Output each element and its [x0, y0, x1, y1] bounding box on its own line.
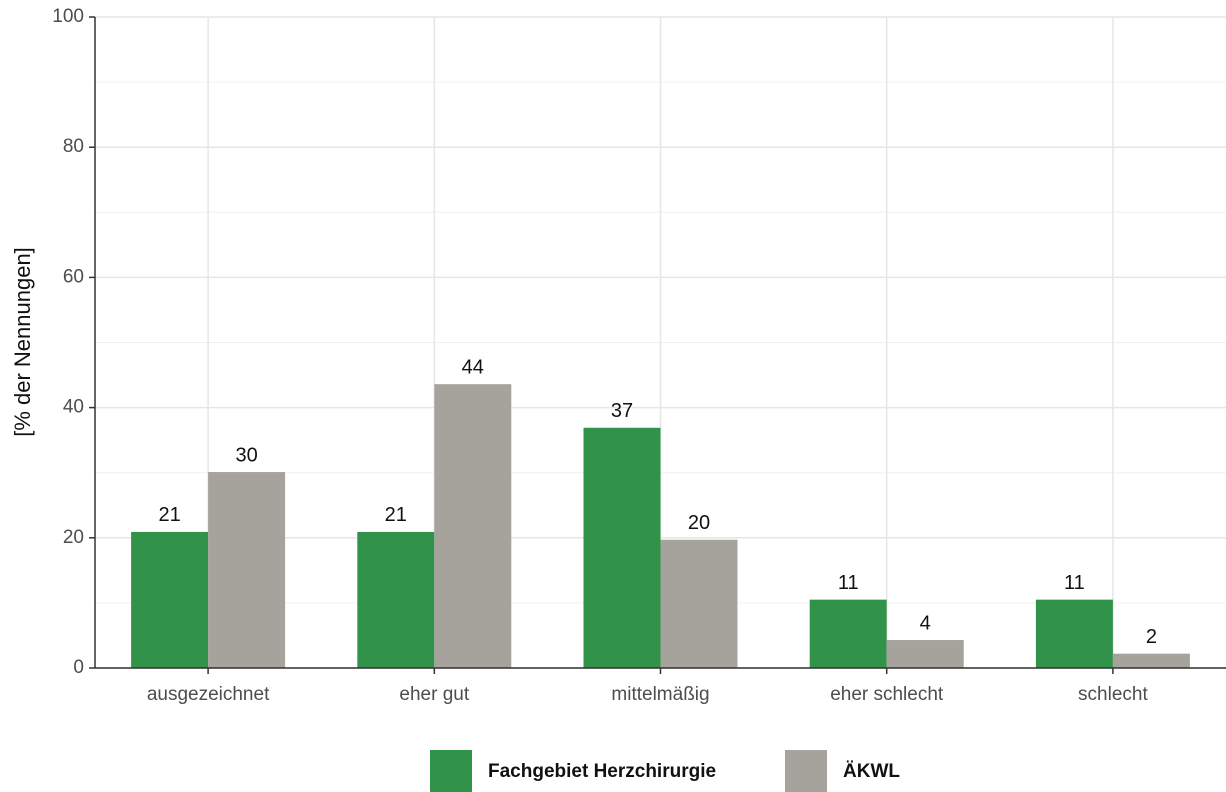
value-label: 11	[838, 572, 859, 594]
legend-swatch	[430, 750, 472, 792]
legend-label: Fachgebiet Herzchirurgie	[488, 761, 716, 782]
value-label: 20	[688, 512, 710, 534]
bar	[131, 531, 209, 668]
y-tick-label: 0	[73, 657, 84, 678]
bar	[434, 384, 512, 668]
y-tick-label: 80	[63, 136, 84, 157]
y-axis-label: [% der Nennungen]	[10, 247, 35, 437]
x-tick-label: ausgezeichnet	[147, 684, 270, 705]
legend-swatch	[785, 750, 827, 792]
value-label: 21	[158, 504, 180, 526]
value-label: 4	[920, 612, 931, 634]
y-tick-label: 20	[63, 527, 84, 548]
bar	[583, 427, 661, 668]
bar	[357, 531, 435, 668]
value-label: 37	[611, 400, 633, 422]
value-label: 44	[462, 356, 484, 378]
bar	[660, 539, 738, 668]
bar	[208, 472, 286, 668]
y-tick-label: 60	[63, 266, 84, 287]
bar	[809, 599, 887, 668]
value-label: 2	[1146, 626, 1157, 648]
y-tick-label: 40	[63, 397, 84, 418]
x-tick-label: eher gut	[399, 684, 469, 705]
legend-label: ÄKWL	[843, 761, 900, 782]
x-tick-label: mittelmäßig	[611, 684, 709, 705]
bar	[1112, 653, 1190, 668]
x-tick-label: schlecht	[1078, 684, 1148, 705]
y-tick-label: 100	[52, 6, 84, 27]
value-label: 11	[1064, 572, 1085, 594]
value-label: 21	[385, 504, 407, 526]
bar	[886, 640, 964, 668]
bar	[1035, 599, 1113, 668]
value-label: 30	[235, 444, 257, 466]
x-tick-label: eher schlecht	[830, 684, 944, 705]
